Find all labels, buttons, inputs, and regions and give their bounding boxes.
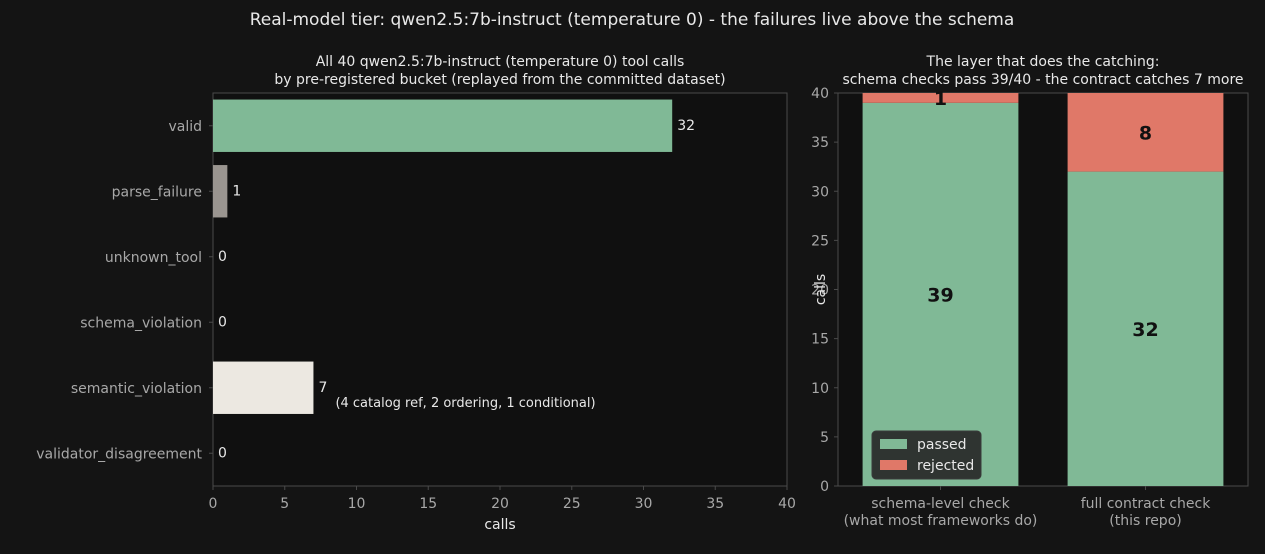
- y-tick-label: 30: [811, 184, 829, 200]
- segment-label-passed: 32: [1132, 319, 1158, 341]
- bar-valid: [213, 99, 673, 152]
- y-axis-label: calls: [813, 274, 829, 305]
- bar-segment-rejected: [862, 93, 1019, 103]
- x-tick-label: 5: [280, 496, 289, 512]
- layer-stacked-bar-chart: The layer that does the catching: schema …: [811, 54, 1249, 529]
- value-label-schema_violation: 0: [218, 314, 227, 330]
- y-tick-label: 40: [811, 86, 829, 102]
- y-tick-label: 5: [820, 430, 829, 446]
- category-label-unknown_tool: unknown_tool: [105, 250, 202, 266]
- bar-segment-passed: [1067, 171, 1224, 486]
- x-tick-label: 0: [209, 496, 218, 512]
- x-tick-label: 40: [778, 496, 796, 512]
- segment-label-rejected: 1: [934, 88, 947, 110]
- legend-label-rejected: rejected: [917, 458, 974, 474]
- category-label-semantic_violation: semantic_violation: [71, 381, 202, 397]
- left-chart-title-line: by pre-registered bucket (replayed from …: [274, 72, 725, 88]
- left-chart-title-line: All 40 qwen2.5:7b-instruct (temperature …: [316, 54, 685, 70]
- bar-segment-passed: [862, 102, 1019, 486]
- legend-swatch-passed: [880, 439, 907, 449]
- y-tick-label: 0: [820, 479, 829, 495]
- category-label-validator_disagreement: validator_disagreement: [36, 446, 202, 462]
- value-label-semantic_violation: 7: [318, 380, 327, 396]
- category-label-schema_violation: schema_violation: [80, 315, 202, 331]
- x-tick-label: 15: [419, 496, 437, 512]
- y-tick-label: 10: [811, 381, 829, 397]
- y-tick-label: 15: [811, 332, 829, 348]
- x-tick-label: 10: [348, 496, 366, 512]
- x-tick-label: 35: [706, 496, 724, 512]
- bar-segment-rejected: [1067, 93, 1224, 172]
- value-label-unknown_tool: 0: [218, 249, 227, 265]
- value-label-parse_failure: 1: [232, 183, 241, 199]
- left-plot-area: [212, 92, 788, 487]
- y-tick-label: 25: [811, 233, 829, 249]
- legend-label-passed: passed: [917, 437, 967, 453]
- x-tick-label: 30: [635, 496, 653, 512]
- value-label-valid: 32: [677, 118, 695, 134]
- bar-semantic_violation: [213, 361, 314, 414]
- bar-parse_failure: [213, 165, 228, 218]
- value-label-validator_disagreement: 0: [218, 445, 227, 461]
- figure-title: Real-model tier: qwen2.5:7b-instruct (te…: [250, 10, 1015, 30]
- segment-label-rejected: 8: [1139, 122, 1152, 144]
- x-category-label: full contract check: [1081, 496, 1212, 512]
- y-tick-label: 20: [811, 283, 829, 299]
- semantic-violation-breakdown: (4 catalog ref, 2 ordering, 1 conditiona…: [335, 396, 595, 411]
- right-chart-title-line: The layer that does the catching:: [926, 54, 1160, 70]
- x-category-label: schema-level check: [871, 496, 1010, 512]
- x-axis-label: calls: [484, 517, 515, 533]
- right-chart-title-line: schema checks pass 39/40 - the contract …: [842, 72, 1243, 88]
- bucket-bar-chart: All 40 qwen2.5:7b-instruct (temperature …: [36, 54, 796, 533]
- y-tick-label: 35: [811, 135, 829, 151]
- x-tick-label: 20: [491, 496, 509, 512]
- legend-swatch-rejected: [880, 460, 907, 470]
- segment-label-passed: 39: [927, 284, 953, 306]
- category-label-parse_failure: parse_failure: [112, 184, 202, 200]
- x-tick-label: 25: [563, 496, 581, 512]
- x-category-label: (this repo): [1109, 513, 1181, 529]
- category-label-valid: valid: [168, 119, 202, 135]
- x-category-label: (what most frameworks do): [844, 513, 1038, 529]
